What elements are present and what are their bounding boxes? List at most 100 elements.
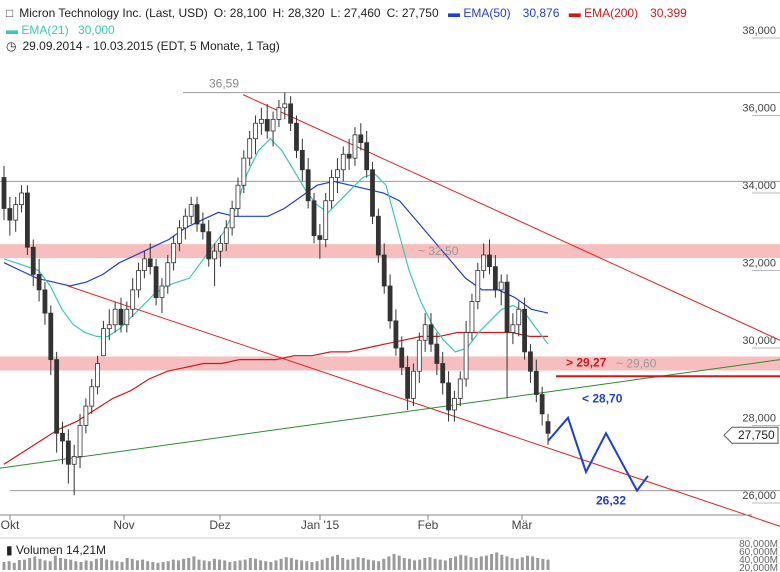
- volume-bar: [387, 556, 391, 570]
- volume-bar: [23, 559, 27, 570]
- volume-bar: [284, 557, 288, 570]
- candle-body: [329, 177, 334, 202]
- candle-body: [235, 184, 241, 209]
- candle-body: [182, 215, 188, 229]
- volume-bar: [69, 559, 73, 570]
- volume-bar: [325, 558, 329, 570]
- volume-bar: [161, 562, 165, 570]
- candle-body: [504, 281, 510, 333]
- candle-body: [30, 246, 36, 275]
- candle-body: [95, 363, 100, 388]
- volume-bar: [448, 558, 452, 570]
- last-price-tag: [723, 426, 779, 444]
- volume-bar: [366, 559, 370, 570]
- volume-bar: [341, 558, 345, 570]
- volume-bar: [536, 558, 540, 570]
- candle-body: [253, 122, 258, 140]
- candle-body: [405, 366, 411, 399]
- zone-lower-annotation: ~ 29,60: [616, 357, 657, 371]
- candle-body: [411, 370, 416, 399]
- volume-bar: [490, 554, 494, 570]
- candle-body: [77, 425, 83, 457]
- candle-body: [370, 169, 375, 217]
- candle-body: [54, 359, 60, 434]
- volume-bar: [356, 557, 360, 570]
- volume-bar: [17, 560, 21, 570]
- ema50-line: [3, 180, 549, 314]
- candle-body: [177, 227, 182, 244]
- volume-bar: [295, 559, 299, 570]
- candle-body: [7, 208, 13, 221]
- volume-bar: [38, 558, 42, 570]
- volume-bar: [53, 555, 57, 570]
- volume-bar: [202, 560, 206, 570]
- candle-body: [446, 382, 451, 411]
- volume-bar: [407, 558, 411, 570]
- volume-bar: [28, 558, 32, 570]
- resistance-zone-upper: [0, 244, 780, 259]
- candle-body: [463, 332, 469, 380]
- candle-body: [487, 254, 492, 268]
- volume-bar: [305, 561, 309, 570]
- volume-bar: [289, 558, 293, 570]
- volume-tick-label: 40,000M: [739, 555, 778, 566]
- x-tick-label: Jan '15: [301, 518, 340, 532]
- volume-bar: [43, 560, 47, 570]
- volume-bar: [541, 558, 545, 570]
- volume-bar: [192, 556, 196, 570]
- volume-bar: [115, 561, 119, 570]
- candle-body: [522, 308, 528, 353]
- volume-bar: [48, 561, 52, 570]
- candle-body: [153, 266, 159, 299]
- x-tick-label: Dez: [209, 518, 230, 532]
- volume-bar: [361, 558, 365, 570]
- volume-bar: [218, 559, 222, 570]
- volume-bar: [228, 562, 232, 570]
- volume-bar: [64, 558, 68, 570]
- ema50-legend: ▬ EMA(50): [447, 6, 511, 20]
- volume-value: 14,21M: [66, 543, 107, 557]
- chart-header-line1: □ Micron Technology Inc. (Last, USD) O: 28…: [6, 6, 693, 20]
- ema50-value: 30,876: [522, 6, 560, 20]
- volume-bar: [351, 558, 355, 570]
- volume-bar: [464, 555, 468, 570]
- x-tick-label: Mär: [512, 518, 533, 532]
- high-annotation: 36,59: [209, 77, 239, 91]
- candle-body: [48, 312, 54, 361]
- volume-bar: [125, 558, 129, 570]
- volume-bar: [279, 558, 283, 570]
- candle-body: [422, 324, 428, 341]
- volume-bar: [310, 562, 314, 570]
- volume-tick-label: 60,000M: [739, 547, 778, 558]
- candle-body: [19, 192, 24, 206]
- volume-bar: [372, 560, 376, 570]
- candle-body: [229, 208, 235, 229]
- volume-bar: [500, 554, 504, 570]
- candle-body: [533, 370, 539, 395]
- candle-body: [241, 157, 247, 186]
- volume-bar: [382, 558, 386, 570]
- volume-bar: [141, 559, 145, 570]
- volume-bar: [187, 558, 191, 570]
- volume-bar: [510, 558, 514, 570]
- y-tick-label: 38,000: [742, 25, 776, 37]
- volume-tick-label: 80,000M: [739, 539, 778, 550]
- clock-icon: ◷: [6, 39, 17, 53]
- candle-body: [317, 235, 323, 240]
- volume-bar: [2, 562, 6, 570]
- candle-body: [375, 215, 381, 256]
- candle-body: [492, 266, 498, 291]
- volume-bar: [469, 557, 473, 570]
- volume-bar: [223, 560, 227, 570]
- candle-body: [440, 363, 446, 384]
- candle-body: [352, 134, 358, 159]
- candle-body: [399, 347, 405, 368]
- volume-bar: [105, 559, 109, 570]
- candle-body: [101, 328, 106, 357]
- candle-body: [147, 258, 153, 268]
- volume-bar: [433, 558, 437, 570]
- volume-bar: [94, 558, 98, 570]
- forecast-path: [547, 415, 649, 493]
- candle-body: [270, 118, 276, 132]
- candle-body: [299, 149, 305, 171]
